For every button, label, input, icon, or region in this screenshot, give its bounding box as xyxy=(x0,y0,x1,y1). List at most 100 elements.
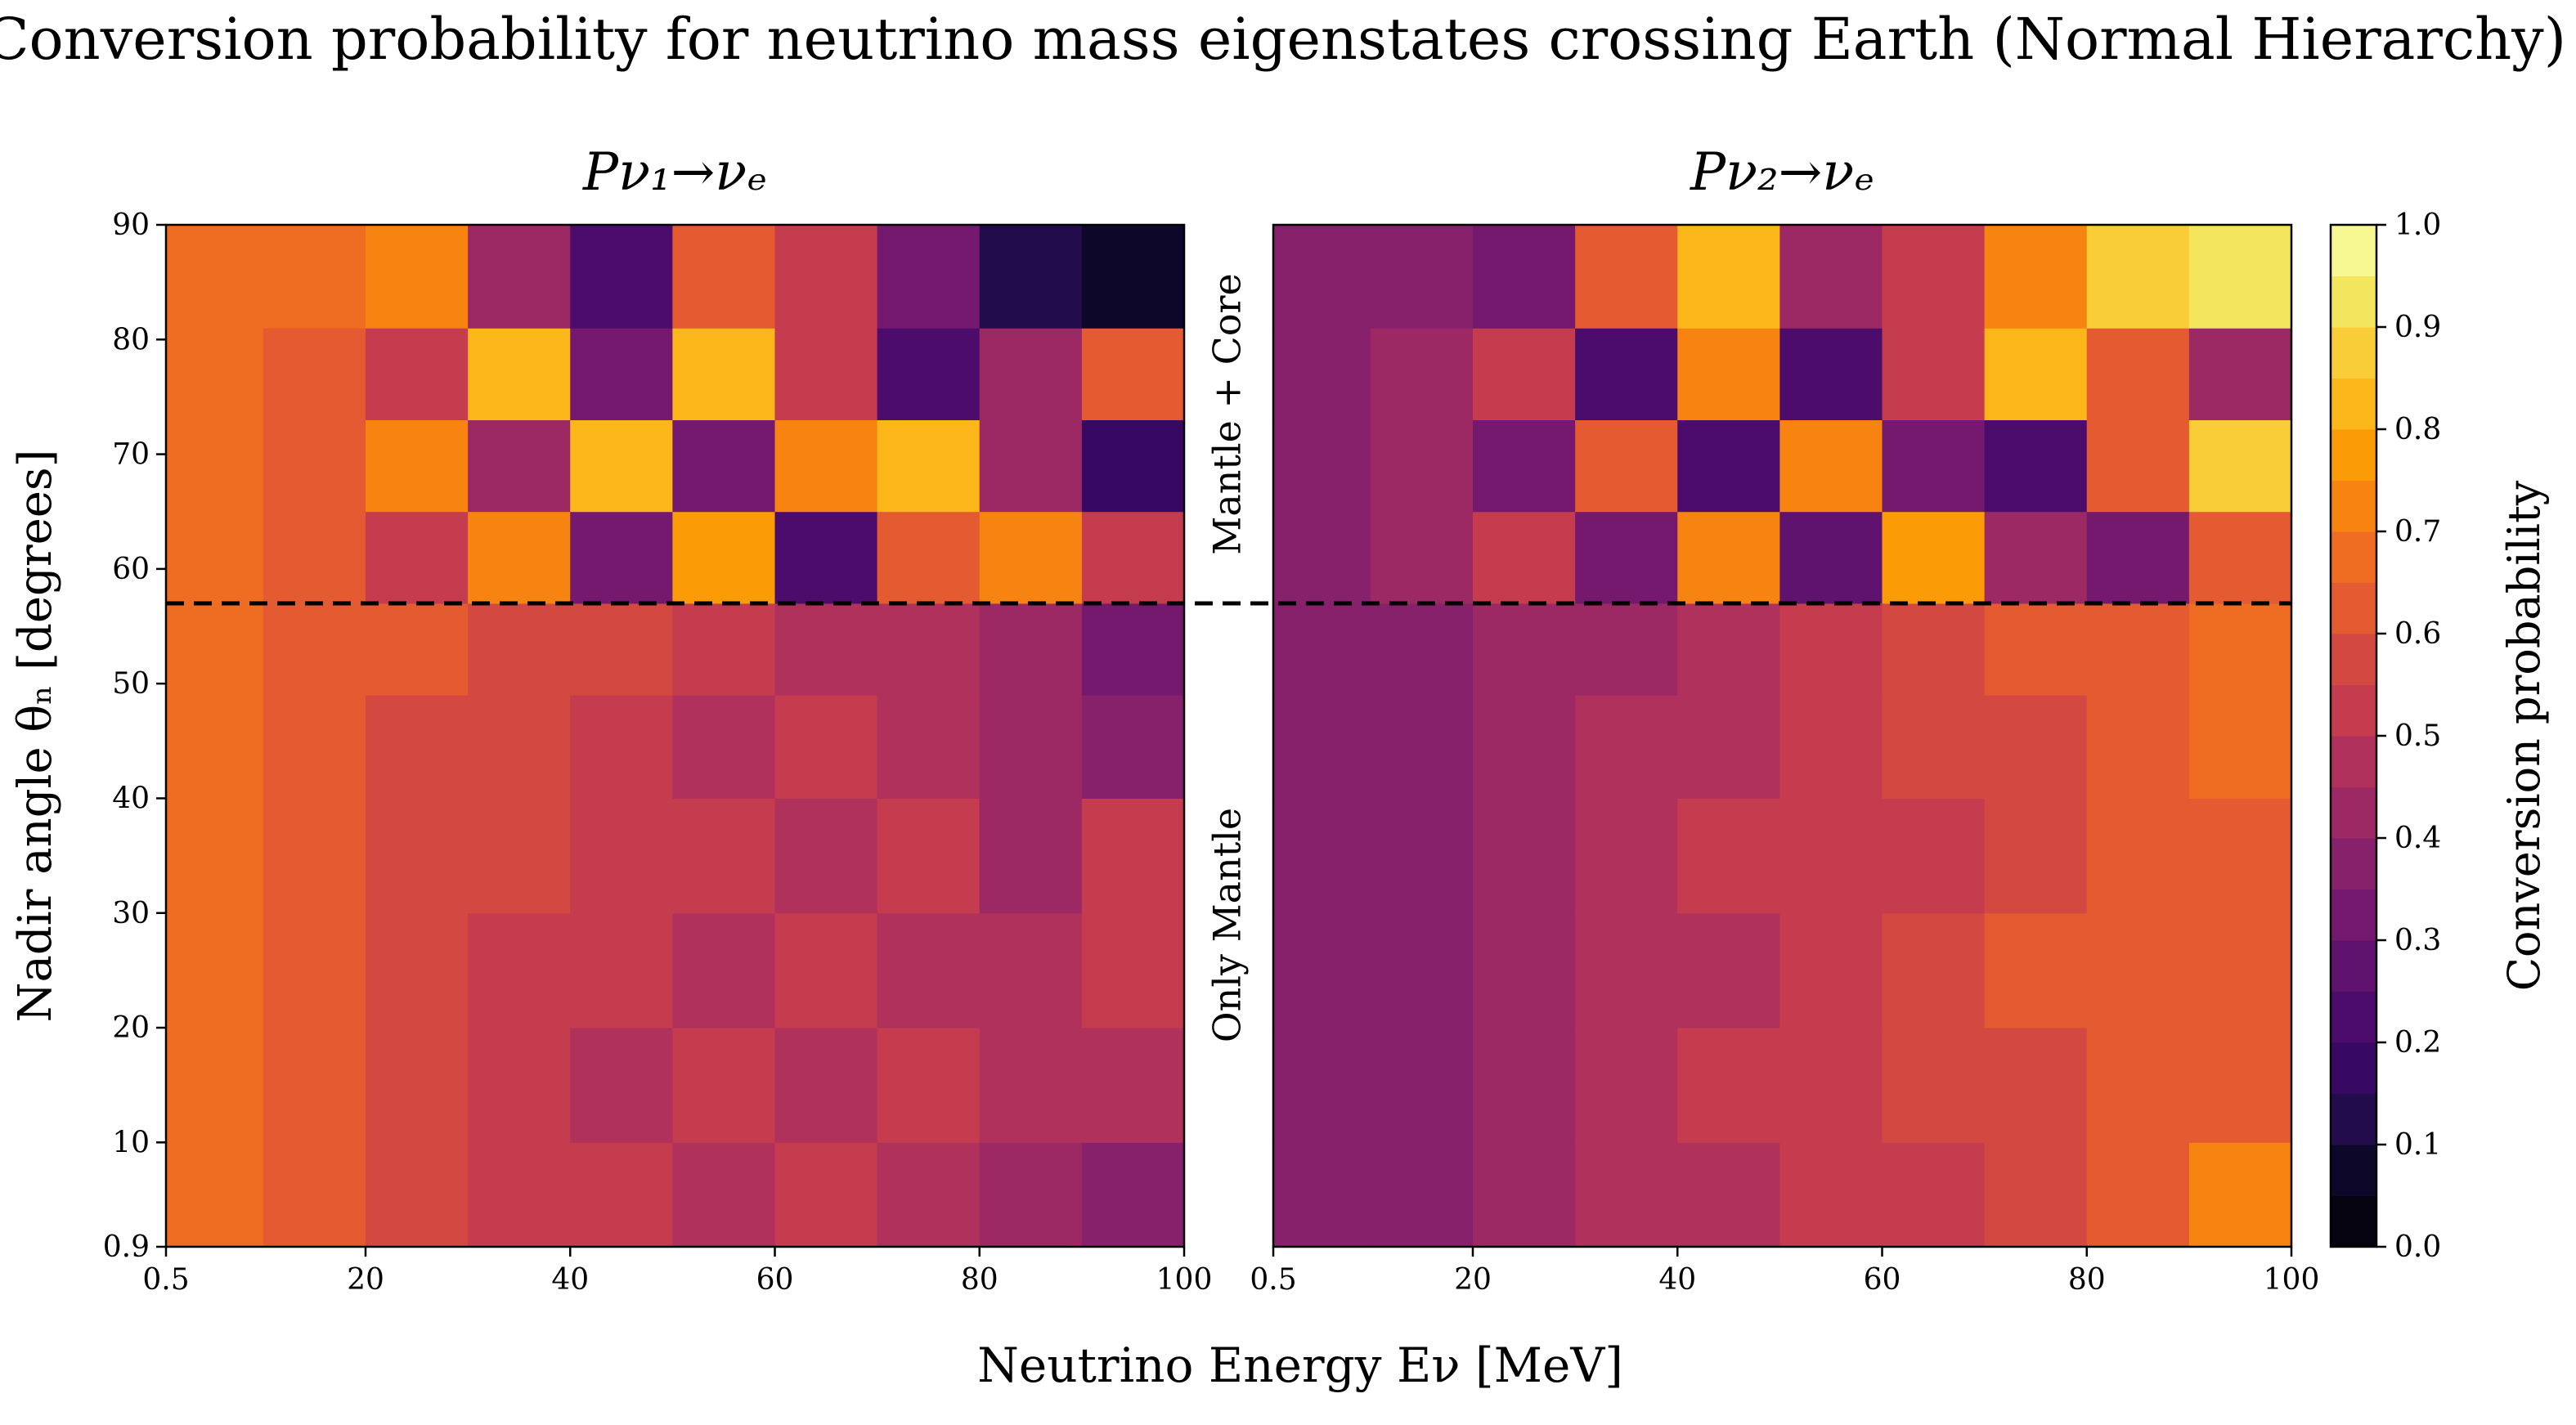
contour-cell xyxy=(263,225,366,329)
region-label: Mantle + Core xyxy=(1205,273,1250,554)
colorbar-band xyxy=(2331,684,2376,737)
contour-cell xyxy=(570,798,673,914)
contour-cell xyxy=(672,1142,775,1247)
contour-cell xyxy=(1984,912,2088,1028)
contour-cell xyxy=(1370,225,1474,329)
contour-cell xyxy=(774,1028,878,1143)
plot-frame xyxy=(1272,223,2293,1248)
contour-cell xyxy=(365,419,469,513)
contour-cell xyxy=(2086,1142,2190,1247)
contour-cell xyxy=(1370,1028,1474,1143)
colorbar-tick-label: 0.0 xyxy=(2394,1230,2441,1264)
contour-cell xyxy=(365,511,469,604)
contour-cell xyxy=(979,603,1083,696)
contour-cell xyxy=(672,419,775,513)
contour-cell xyxy=(263,328,366,420)
y-tick-label: 60 xyxy=(112,553,150,586)
contour-cell xyxy=(1575,511,1678,604)
colorbar-tick-label: 0.9 xyxy=(2394,311,2441,344)
contour-cell xyxy=(672,603,775,696)
contour-cell xyxy=(2086,225,2190,329)
contour-cell xyxy=(979,1028,1083,1143)
contour-cell xyxy=(979,328,1083,420)
contour-cell xyxy=(877,912,981,1028)
colorbar-band xyxy=(2331,582,2376,634)
panel-title: Pν₁→νₑ xyxy=(582,142,767,203)
y-tick-label: 20 xyxy=(112,1011,150,1045)
contour-cell xyxy=(1984,603,2088,696)
contour-cell xyxy=(672,798,775,914)
contour-cell xyxy=(1370,328,1474,420)
x-axis-label: Neutrino Energy Eν [MeV] xyxy=(977,1338,1623,1393)
contour-cell xyxy=(2188,1142,2291,1247)
contour-cell xyxy=(1779,511,1883,604)
contour-cell xyxy=(2188,1028,2291,1143)
contour-cell xyxy=(1370,1142,1474,1247)
x-tick-label: 40 xyxy=(1658,1263,1696,1297)
colorbar-tick-label: 0.2 xyxy=(2394,1026,2441,1060)
contour-cell xyxy=(166,419,264,513)
contour-cell xyxy=(1779,1028,1883,1143)
contour-cell xyxy=(468,225,571,329)
contour-cell xyxy=(2086,1028,2190,1143)
contour-cell xyxy=(468,1028,571,1143)
contour-cell xyxy=(166,695,264,799)
contour-cell xyxy=(166,328,264,420)
y-tick-label: 70 xyxy=(112,438,150,472)
contour-cell xyxy=(1081,1028,1184,1143)
contour-cell xyxy=(1370,912,1474,1028)
contour-cell xyxy=(263,912,366,1028)
contour-cell xyxy=(1575,1028,1678,1143)
contour-cell xyxy=(1472,511,1576,604)
contour-cell xyxy=(1984,328,2088,420)
contour-cell xyxy=(468,328,571,420)
colorbar-band xyxy=(2331,736,2376,787)
x-tick-label: 0.5 xyxy=(1250,1263,1296,1297)
contour-cell xyxy=(774,419,878,513)
contour-cell xyxy=(774,1142,878,1247)
x-tick-label: 0.5 xyxy=(142,1263,189,1297)
contour-cell xyxy=(365,695,469,799)
contour-cell xyxy=(2086,912,2190,1028)
contour-cell xyxy=(1273,328,1371,420)
contour-cell xyxy=(1882,603,1986,696)
contour-cell xyxy=(1081,225,1184,329)
contour-cell xyxy=(1882,328,1986,420)
x-tick-label: 100 xyxy=(1156,1263,1213,1297)
contour-cell xyxy=(1081,798,1184,914)
contour-cell xyxy=(365,1142,469,1247)
colorbar-band xyxy=(2331,1042,2376,1094)
x-tick-label: 80 xyxy=(2068,1263,2106,1297)
contour-cell xyxy=(774,798,878,914)
contour-cell xyxy=(1472,798,1576,914)
colorbar-tick-label: 0.3 xyxy=(2394,924,2441,957)
contour-cell xyxy=(1273,1142,1371,1247)
contour-cell xyxy=(1273,695,1371,799)
contour-cell xyxy=(774,695,878,799)
contour-cell xyxy=(1575,695,1678,799)
contour-cell xyxy=(2086,328,2190,420)
contour-cell xyxy=(672,511,775,604)
contour-cell xyxy=(2086,419,2190,513)
contour-cell xyxy=(468,419,571,513)
y-axis-label: Nadir angle θₙ [degrees] xyxy=(9,450,62,1023)
contour-cell xyxy=(1677,511,1780,604)
contour-cell xyxy=(2188,912,2291,1028)
contour-cell xyxy=(570,1028,673,1143)
contour-cell xyxy=(570,603,673,696)
colorbar-band xyxy=(2331,276,2376,328)
colorbar-band xyxy=(2331,225,2376,276)
contour-cell xyxy=(979,912,1083,1028)
contour-cell xyxy=(1984,798,2088,914)
contour-cell xyxy=(1984,695,2088,799)
colorbar-tick-label: 1.0 xyxy=(2394,208,2441,242)
contour-cell xyxy=(263,798,366,914)
contour-cell xyxy=(1081,1142,1184,1247)
contour-cell xyxy=(1575,798,1678,914)
contour-cell xyxy=(365,328,469,420)
colorbar-band xyxy=(2331,480,2376,532)
contour-cell xyxy=(1370,798,1474,914)
colorbar-band xyxy=(2331,838,2376,890)
contour-cell xyxy=(672,328,775,420)
contour-cell xyxy=(1472,328,1576,420)
